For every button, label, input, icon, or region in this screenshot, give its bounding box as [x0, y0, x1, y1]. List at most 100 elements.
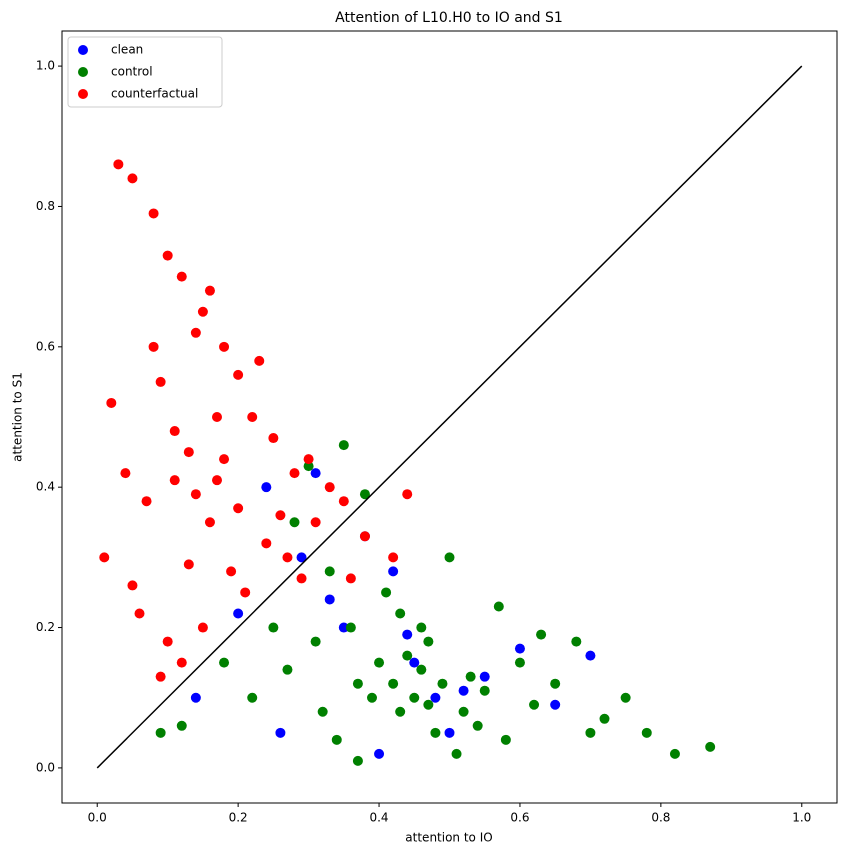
scatter-point: [479, 685, 490, 696]
scatter-point: [282, 664, 293, 675]
legend-label: counterfactual: [111, 87, 198, 101]
x-tick-label: 0.2: [229, 811, 248, 825]
scatter-point: [423, 699, 434, 710]
scatter-point: [197, 306, 208, 317]
scatter-point: [465, 671, 476, 682]
scatter-point: [359, 489, 370, 500]
scatter-point: [402, 629, 413, 640]
y-tick-label: 1.0: [36, 59, 55, 73]
scatter-point: [148, 208, 159, 219]
scatter-point: [204, 285, 215, 296]
legend-label: control: [111, 65, 153, 79]
scatter-point: [240, 587, 251, 598]
scatter-point: [338, 440, 349, 451]
scatter-point: [705, 741, 716, 752]
scatter-point: [247, 692, 258, 703]
scatter-point: [141, 496, 152, 507]
legend-marker: [78, 67, 88, 77]
scatter-point: [409, 692, 420, 703]
scatter-point: [190, 489, 201, 500]
scatter-point: [402, 650, 413, 661]
legend-box: [67, 36, 223, 108]
scatter-point: [268, 622, 279, 633]
scatter-point: [127, 580, 138, 591]
scatter-point: [395, 706, 406, 717]
scatter-point: [176, 657, 187, 668]
scatter-point: [437, 678, 448, 689]
scatter-point: [500, 734, 511, 745]
scatter-point: [310, 636, 321, 647]
scatter-point: [388, 566, 399, 577]
scatter-point: [416, 664, 427, 675]
scatter-point: [268, 433, 279, 444]
scatter-point: [324, 594, 335, 605]
scatter-point: [296, 573, 307, 584]
x-tick-label: 0.0: [88, 811, 107, 825]
scatter-point: [261, 538, 272, 549]
x-tick-label: 0.4: [369, 811, 388, 825]
scatter-point: [113, 159, 124, 170]
scatter-point: [254, 355, 265, 366]
scatter-point: [458, 706, 469, 717]
scatter-point: [310, 517, 321, 528]
scatter-point: [359, 531, 370, 542]
scatter-point: [374, 657, 385, 668]
y-axis-label: attention to S1: [11, 372, 25, 462]
scatter-point: [367, 692, 377, 703]
scatter-point: [127, 173, 138, 184]
scatter-point: [529, 699, 540, 710]
scatter-point: [620, 692, 631, 703]
scatter-point: [303, 454, 314, 465]
y-tick-label: 0.0: [36, 760, 55, 774]
scatter-point: [585, 727, 596, 738]
scatter-point: [599, 713, 610, 724]
scatter-point: [197, 622, 208, 633]
scatter-point: [395, 608, 406, 619]
scatter-point: [514, 643, 525, 654]
scatter-point: [134, 608, 145, 619]
legend-marker: [78, 89, 88, 99]
scatter-point: [169, 426, 180, 437]
scatter-point: [275, 510, 286, 521]
scatter-point: [176, 271, 187, 282]
scatter-point: [402, 489, 413, 500]
scatter-point: [472, 720, 483, 731]
scatter-point: [669, 748, 680, 759]
scatter-point: [219, 454, 230, 465]
scatter-point: [226, 566, 237, 577]
scatter-point: [233, 369, 244, 380]
scatter-point: [212, 412, 222, 422]
scatter-point: [444, 552, 455, 563]
scatter-point: [247, 412, 258, 422]
scatter-point: [120, 468, 131, 479]
scatter-point: [550, 678, 561, 689]
scatter-point: [536, 629, 547, 640]
scatter-point: [190, 692, 201, 703]
scatter-point: [571, 636, 582, 647]
scatter-point: [641, 727, 652, 738]
scatter-point: [374, 748, 385, 759]
x-axis-label: attention to IO: [405, 831, 492, 845]
scatter-point: [352, 678, 363, 689]
legend-label: clean: [111, 43, 143, 57]
scatter-point: [176, 720, 187, 731]
scatter-point: [162, 250, 173, 261]
scatter-point: [388, 678, 399, 689]
scatter-point: [430, 692, 441, 703]
x-tick-label: 0.8: [651, 811, 670, 825]
scatter-point: [106, 397, 117, 408]
scatter-point: [155, 376, 166, 387]
scatter-point: [493, 601, 504, 612]
scatter-point: [409, 657, 420, 668]
scatter-point: [282, 552, 293, 563]
scatter-point: [550, 699, 561, 710]
scatter-point: [388, 552, 399, 563]
scatter-point: [479, 671, 490, 682]
scatter-point: [585, 650, 596, 661]
plot-frame: [61, 30, 838, 804]
scatter-point: [296, 552, 307, 563]
scatter-point: [310, 468, 321, 479]
scatter-point: [331, 734, 342, 745]
